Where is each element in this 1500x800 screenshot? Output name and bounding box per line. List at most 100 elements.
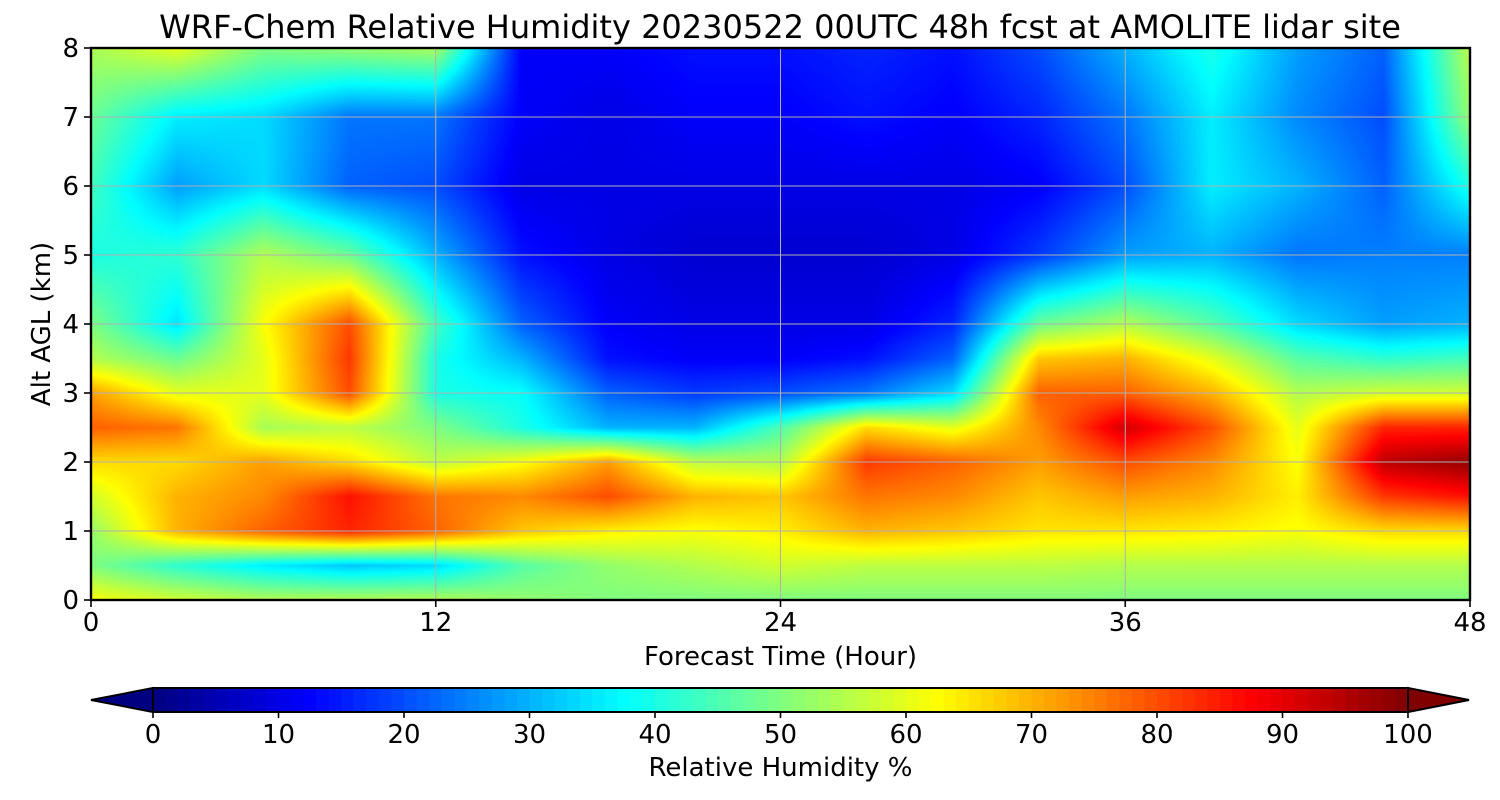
y-tick-label: 7 [62,103,79,133]
colorbar-segment [931,688,945,712]
colorbar-segment [1295,688,1309,712]
colorbar-segment [429,688,443,712]
x-tick-label: 48 [1453,608,1486,638]
colorbar-segment [1069,688,1083,712]
colorbar-segment [868,688,882,712]
colorbar-segment [805,688,819,712]
colorbar-segment [617,688,631,712]
colorbar-segment [1144,688,1158,712]
colorbar-label: Relative Humidity % [649,753,913,783]
colorbar: 0 10 20 30 40 50 60 70 80 90 100 Relative Humidity… [90,686,1470,783]
colorbar-segment [353,688,367,712]
colorbar-segment [642,688,656,712]
colorbar-segment [203,688,217,712]
colorbar-segment [705,688,719,712]
x-tick-label: 24 [764,608,797,638]
colorbar-segment [855,688,869,712]
colorbar-segment [516,688,531,712]
y-axis-label: Alt AGL (km) [27,242,57,406]
colorbar-segment [956,688,970,712]
colorbar-segment [906,688,920,712]
y-tick-label: 0 [62,586,79,616]
colorbar-segment [253,688,267,712]
colorbar-segment [692,688,706,712]
colorbar-segment [316,688,330,712]
y-tick-label: 4 [62,310,79,340]
colorbar-segment [567,688,581,712]
colorbar-segment [818,688,832,712]
colorbar-segment [1119,688,1133,712]
colorbar-ticks: 0 10 20 30 40 50 60 70 80 90 100 [145,712,1433,750]
colorbar-segment [190,688,204,712]
colorbar-segment [1131,688,1146,712]
colorbar-segment [655,688,669,712]
colorbar-segment [1044,688,1058,712]
colorbar-segment [404,688,418,712]
colorbar-segment [1232,688,1246,712]
colorbar-segment [742,688,756,712]
y-axis-ticks: 0 1 2 3 4 5 6 7 8 [62,34,91,616]
colorbar-tick-label: 70 [1015,720,1048,750]
colorbar-segment [240,688,254,712]
colorbar-segment [1257,688,1271,712]
colorbar-segment [215,688,229,712]
colorbar-segment [391,688,405,712]
colorbar-segment [1395,688,1409,712]
colorbar-extend-min [90,686,154,714]
colorbar-segment [165,688,179,712]
colorbar-tick-label: 80 [1140,720,1173,750]
colorbar-tick-label: 30 [513,720,546,750]
colorbar-segment [454,688,468,712]
colorbar-tick-label: 100 [1383,720,1433,750]
colorbar-segment [993,688,1007,712]
x-tick-label: 0 [83,608,100,638]
colorbar-segment [341,688,355,712]
colorbar-segment [1269,688,1284,712]
colorbar-segment [1094,688,1108,712]
colorbar-segment [303,688,317,712]
colorbar-segment [843,688,857,712]
colorbar-segment [579,688,593,712]
colorbar-segment [667,688,681,712]
colorbar-segment [1244,688,1258,712]
colorbar-segment [542,688,556,712]
colorbar-segment [153,688,167,712]
colorbar-segment [504,688,518,712]
colorbar-segment [730,688,744,712]
y-tick-label: 3 [62,379,79,409]
colorbar-segment [1207,688,1221,712]
colorbar-segment [717,688,731,712]
colorbar-segment [1332,688,1346,712]
colorbar-segment [1320,688,1334,712]
colorbar-segment [830,688,844,712]
colorbar-tick-label: 50 [764,720,797,750]
colorbar-segment [604,688,618,712]
colorbar-segment [1018,688,1033,712]
colorbar-tick-label: 40 [638,720,671,750]
colorbar-segment [918,688,932,712]
y-tick-label: 2 [62,448,79,478]
y-tick-label: 6 [62,172,79,202]
colorbar-segment [629,688,644,712]
plot-area [89,46,1472,602]
colorbar-segment [1056,688,1070,712]
x-axis-ticks: 0 12 24 36 48 [83,600,1487,638]
colorbar-segment [880,688,895,712]
y-tick-label: 8 [62,34,79,64]
colorbar-segment [1307,688,1321,712]
colorbar-segment [1081,688,1095,712]
colorbar-segment [1157,688,1171,712]
colorbar-segments [153,688,1409,712]
colorbar-tick-label: 10 [262,720,295,750]
colorbar-segment [592,688,606,712]
colorbar-segment [228,688,242,712]
colorbar-segment [554,688,568,712]
colorbar-segment [441,688,455,712]
colorbar-segment [1106,688,1120,712]
colorbar-segment [265,688,280,712]
colorbar-segment [178,688,192,712]
colorbar-tick-label: 0 [145,720,162,750]
colorbar-segment [491,688,505,712]
colorbar-segment [755,688,769,712]
